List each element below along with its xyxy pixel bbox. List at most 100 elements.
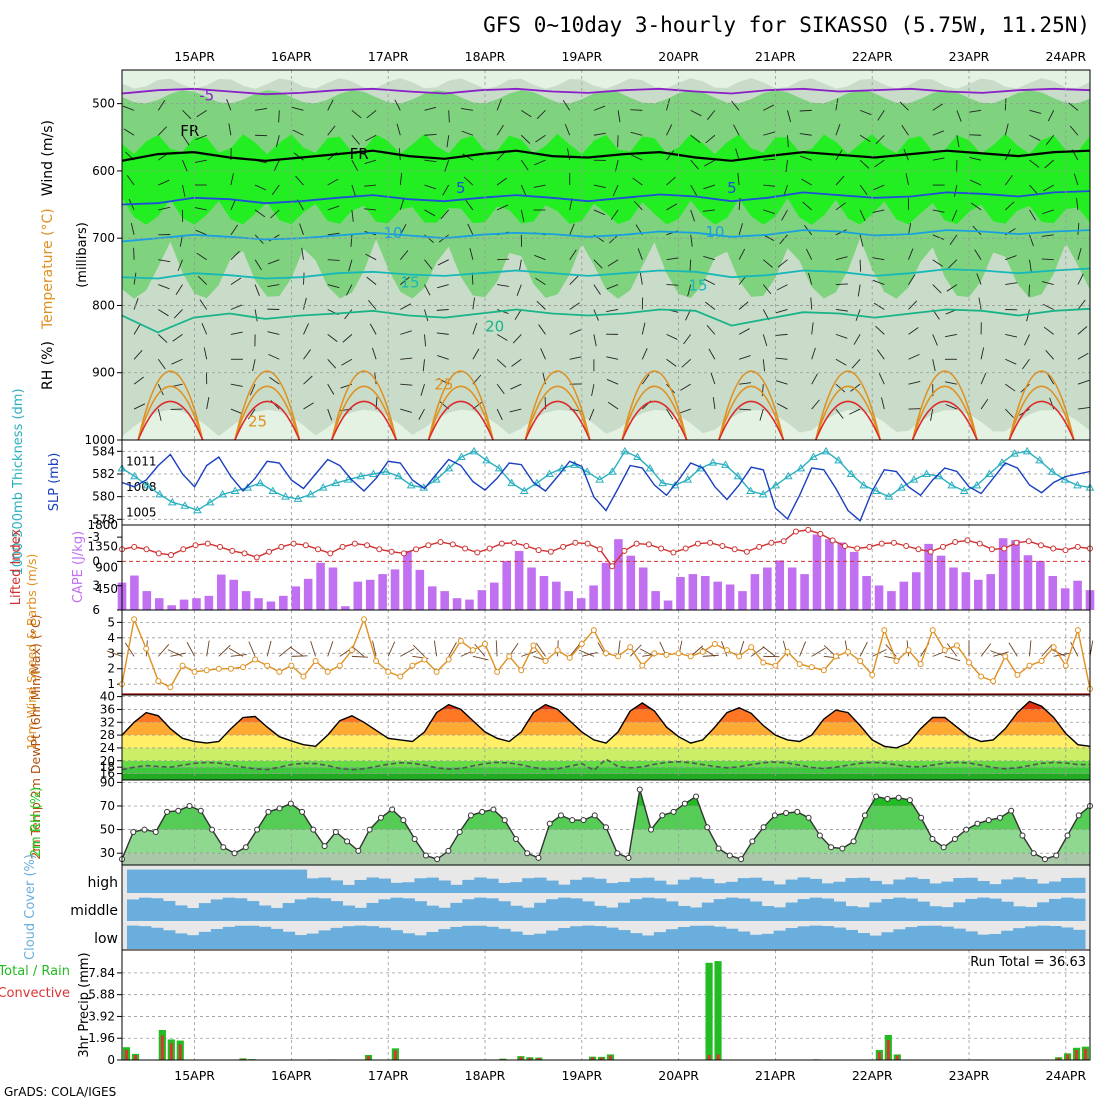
wind-barb — [908, 248, 914, 260]
wind-speed-point — [566, 654, 573, 661]
wind-barb — [787, 135, 789, 148]
wind-barb — [536, 110, 546, 120]
wind-barb — [932, 234, 944, 240]
isotherm-line — [121, 267, 1091, 280]
wind-barb — [781, 209, 788, 221]
thickness-tick-label: 580 — [92, 490, 115, 504]
wind-barb — [465, 200, 474, 211]
rh-point — [1041, 856, 1048, 863]
rh-point — [434, 856, 441, 863]
wind-barb — [279, 645, 293, 657]
wind-barb — [348, 259, 353, 272]
top-date-axis: 15APR 16APR 17APR 18APR 19APR 20APR 21APR 22APR… — [174, 49, 1086, 64]
wind-speed-point — [651, 650, 658, 657]
cloud-cell — [462, 879, 475, 893]
cape-bar — [266, 601, 276, 610]
wind-barb — [851, 358, 861, 369]
cloud-cell — [570, 926, 583, 949]
cloud-cell — [150, 869, 164, 893]
lifted-index-point — [241, 550, 248, 557]
wind-speed-point — [881, 627, 888, 634]
cape-bar — [328, 567, 338, 610]
cloud-cell — [881, 932, 894, 949]
cape-bar — [936, 555, 946, 610]
wind-barb — [1029, 159, 1040, 168]
cape-tick-label: 1350 — [87, 539, 118, 553]
wind-barb — [399, 250, 409, 260]
cloud-cell — [917, 878, 930, 893]
cloud-cell — [1037, 925, 1050, 949]
wind-barb — [562, 100, 571, 111]
bottom-date-label: 20APR — [658, 1068, 699, 1083]
wind-barb — [969, 179, 982, 186]
wind-barb — [1028, 284, 1030, 297]
wind-ylabel: 10m Wind Speed & Barbs (m/s) — [24, 554, 39, 751]
wind-barb — [351, 159, 359, 171]
wind-barb — [206, 397, 210, 410]
wind-barb — [1042, 303, 1054, 310]
cloud-cell — [641, 877, 655, 893]
cape-bar — [179, 599, 189, 610]
rh-point — [332, 828, 339, 835]
wind-barb — [1029, 234, 1034, 247]
cloud-cell — [402, 898, 415, 921]
pressure-unit-label: (millibars) — [75, 222, 90, 288]
wind-barb — [980, 398, 989, 410]
wind-barb — [932, 284, 942, 294]
wind-barb — [607, 401, 619, 410]
cloud-cell — [294, 869, 308, 893]
wind-barb — [705, 134, 716, 144]
precip-convective-bar — [393, 1050, 397, 1060]
cloud-cell — [773, 884, 787, 893]
wind-barb — [835, 309, 848, 312]
rh-point — [591, 812, 598, 819]
cloud-cell — [665, 884, 679, 893]
rh-point — [501, 817, 508, 824]
warm-contour — [718, 370, 785, 441]
wind-barb — [762, 334, 768, 346]
wind-barb — [173, 309, 183, 319]
wind-barb — [496, 204, 509, 211]
wind-barb — [974, 249, 982, 260]
warm-contour — [427, 370, 494, 441]
thickness-point — [821, 446, 831, 455]
wind-barb — [157, 126, 167, 136]
slp-ylabel: SLP (mb) — [47, 453, 62, 512]
cloud-cell — [965, 877, 978, 893]
cloud-cell — [761, 906, 775, 921]
cloud-cell — [606, 907, 619, 921]
cloud-cell — [665, 901, 679, 921]
bottom-date-label: 23APR — [949, 1068, 990, 1083]
wind-barb — [1042, 209, 1054, 215]
rh-point — [445, 847, 452, 854]
wind-barb — [639, 272, 643, 285]
wind-speed-point — [240, 664, 246, 671]
cloud-cell — [893, 929, 906, 949]
thickness-point — [482, 455, 491, 464]
lifted-index-point — [523, 543, 530, 550]
wind-barb — [351, 110, 362, 119]
cloud-cell — [402, 882, 415, 893]
cape-bar — [390, 569, 400, 610]
wind-barb — [197, 275, 208, 285]
temp-tick-label: 40 — [100, 690, 115, 704]
wind-barb — [876, 349, 885, 360]
pressure-tick-label: 1000 — [84, 433, 115, 447]
rh-point — [580, 817, 587, 824]
wind-barb — [630, 109, 643, 111]
cloud-cell — [558, 884, 571, 893]
wind-barb — [859, 109, 872, 116]
cloud-cell — [737, 931, 751, 949]
warm-contour — [524, 370, 591, 441]
thickness-point — [457, 452, 466, 460]
wind-barb — [387, 641, 396, 657]
temp-tick-label: 16 — [100, 767, 115, 781]
rh-point — [1075, 812, 1082, 819]
cloud-cell — [1001, 879, 1014, 893]
thickness-point — [683, 475, 693, 483]
cloud-cell — [474, 925, 487, 949]
contour-label: 10 — [383, 224, 402, 242]
precip-convective-bar — [125, 1050, 128, 1060]
